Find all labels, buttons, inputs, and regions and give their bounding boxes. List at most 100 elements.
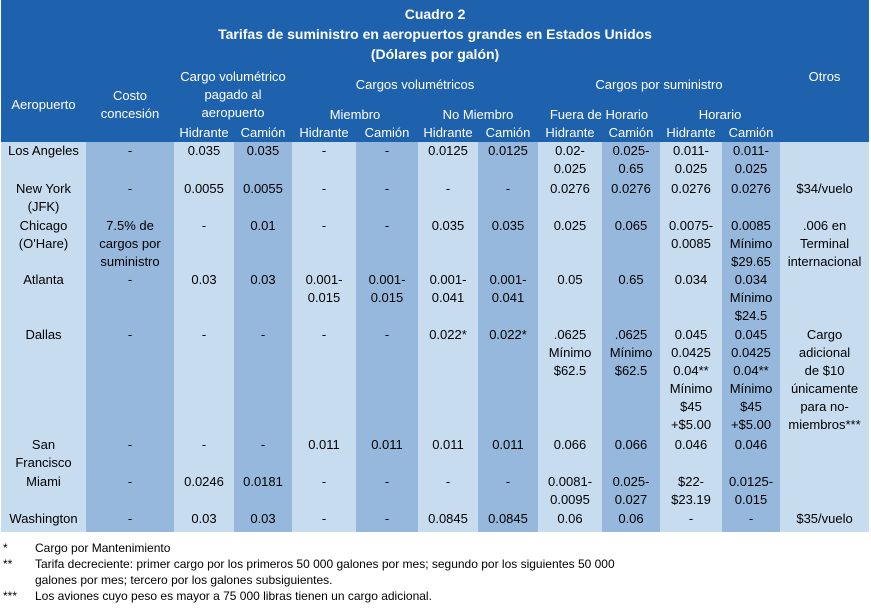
rate-cell: 0.06 [538, 510, 602, 532]
rate-cell: 0.0276 [602, 180, 660, 217]
airport-cell: Chicago (O'Hare) [1, 217, 86, 271]
footnote-mark: ** [3, 557, 13, 571]
rate-cell: $22- $23.19 [660, 473, 722, 510]
airport-cell: Washington [1, 510, 86, 532]
rate-cell: 0.0081- 0.0095 [538, 473, 602, 510]
rate-cell: 0.0845 [418, 510, 478, 532]
rate-cell: 0.001- 0.041 [418, 271, 478, 326]
header-horario: Horario [660, 94, 780, 124]
rate-cell: 0.066 [538, 436, 602, 473]
airport-cell: San Francisco [1, 436, 86, 473]
rate-cell: 0.0181 [234, 473, 292, 510]
rate-cell: - [356, 326, 418, 436]
rate-cell: - [292, 142, 356, 180]
rate-cell: 0.65 [602, 271, 660, 326]
footnote: *** Los aviones cuyo peso es mayor a 75 0… [3, 588, 863, 604]
subheader: Hidrante [660, 124, 722, 142]
rate-cell: - [418, 180, 478, 217]
rate-cell: 0.022* [478, 326, 538, 436]
rate-cell: 0.034 Mínimo $24.5 [722, 271, 780, 326]
rate-cell: 0.035 [234, 142, 292, 180]
rate-cell: - [86, 326, 174, 436]
subheader: Camión [234, 124, 292, 142]
rate-cell: 0.035 [478, 217, 538, 271]
table-row: Washington -0.03 0.03- -0.0845 0.0845 0.06 0.0… [1, 510, 870, 532]
rate-cell: .006 en Terminal internacional [780, 217, 870, 271]
rate-cell: .0625 Mínimo $62.5 [538, 326, 602, 436]
rate-cell: - [292, 217, 356, 271]
rate-cell: - [660, 510, 722, 532]
rate-cell: 0.06 [602, 510, 660, 532]
table-row: New York (JFK) -0.0055 0.0055- - - -0.0276 0.0… [1, 180, 870, 217]
rate-cell: 0.0125 [418, 142, 478, 180]
rate-cell: 0.046 [722, 436, 780, 473]
rate-cell: - [292, 180, 356, 217]
header-cargo-vol-aeropuerto: Cargo volumétrico pagado al aeropuerto [174, 68, 292, 124]
subheader: Camión [478, 124, 538, 142]
rate-cell: 0.011 [356, 436, 418, 473]
rate-cell: 0.03 [234, 510, 292, 532]
rate-cell: - [418, 473, 478, 510]
footnote-text: Tarifa decreciente: primer cargo por los… [35, 557, 615, 587]
rate-cell: 0.025- 0.65 [602, 142, 660, 180]
rate-cell: - [86, 142, 174, 180]
header-miembro: Miembro [292, 94, 418, 124]
subheader: Camión [356, 124, 418, 142]
rate-cell: 0.03 [174, 510, 234, 532]
footnotes: * Cargo por Mantenimiento ** Tarifa decreci… [3, 540, 863, 604]
rate-cell: - [86, 510, 174, 532]
table-body: Los Angeles -0.035 0.035- -0.0125 0.0125 0.02… [1, 142, 870, 532]
rate-cell: 0.0055 [174, 180, 234, 217]
rate-cell: - [292, 510, 356, 532]
rate-cell: 0.011 [292, 436, 356, 473]
rate-cell: 0.045 0.0425 0.04** Mínimo $45 +$5.00 [722, 326, 780, 436]
rate-cell: 0.0276 [660, 180, 722, 217]
subheader: Hidrante [174, 124, 234, 142]
rate-cell: 0.025 [538, 217, 602, 271]
table-units: (Dólares por galón) [1, 44, 870, 68]
subheader: Camión [602, 124, 660, 142]
rate-cell: - [478, 180, 538, 217]
rate-cell: 0.011 [478, 436, 538, 473]
rate-cell: - [292, 326, 356, 436]
rate-cell: 0.034 [660, 271, 722, 326]
rate-cell: 0.001- 0.041 [478, 271, 538, 326]
rate-cell: 0.0075- 0.0085 [660, 217, 722, 271]
rate-cell: - [86, 436, 174, 473]
airport-cell: Dallas [1, 326, 86, 436]
footnote-text: Cargo por Mantenimiento [35, 541, 171, 555]
subheader: Hidrante [538, 124, 602, 142]
rate-cell: 0.022* [418, 326, 478, 436]
rate-cell: 0.011 [418, 436, 478, 473]
rate-cell: 0.0125- 0.015 [722, 473, 780, 510]
rate-cell: 0.046 [660, 436, 722, 473]
table-title: Cuadro 2 [1, 0, 870, 24]
rate-cell: - [86, 180, 174, 217]
rate-cell: - [478, 473, 538, 510]
rate-cell: - [292, 473, 356, 510]
rate-cell [780, 473, 870, 510]
rate-cell: 0.001- 0.015 [292, 271, 356, 326]
table-row: Miami -0.0246 0.0181- - - -0.0081- 0.0095 0.02… [1, 473, 870, 510]
rate-cell [780, 142, 870, 180]
footnote-mark: *** [3, 589, 18, 603]
footnote: * Cargo por Mantenimiento [3, 540, 863, 556]
table-subtitle: Tarifas de suministro en aeropuertos gra… [1, 24, 870, 44]
rate-cell: 0.02- 0.025 [538, 142, 602, 180]
header-cargos-volumetricos: Cargos volumétricos [292, 68, 538, 94]
rate-cell: - [356, 510, 418, 532]
footnote-text: Los aviones cuyo peso es mayor a 75 000 … [35, 589, 432, 603]
header-aeropuerto: Aeropuerto [1, 68, 86, 142]
rate-cell: - [356, 473, 418, 510]
rate-cell: 0.001- 0.015 [356, 271, 418, 326]
rate-cell [780, 436, 870, 473]
rate-cell: - [356, 142, 418, 180]
rate-cell: - [174, 217, 234, 271]
rate-cell: 0.025- 0.027 [602, 473, 660, 510]
rate-cell: - [234, 326, 292, 436]
rate-cell: - [86, 271, 174, 326]
rate-cell: - [174, 436, 234, 473]
subheader: Camión [722, 124, 780, 142]
rate-cell: - [86, 473, 174, 510]
